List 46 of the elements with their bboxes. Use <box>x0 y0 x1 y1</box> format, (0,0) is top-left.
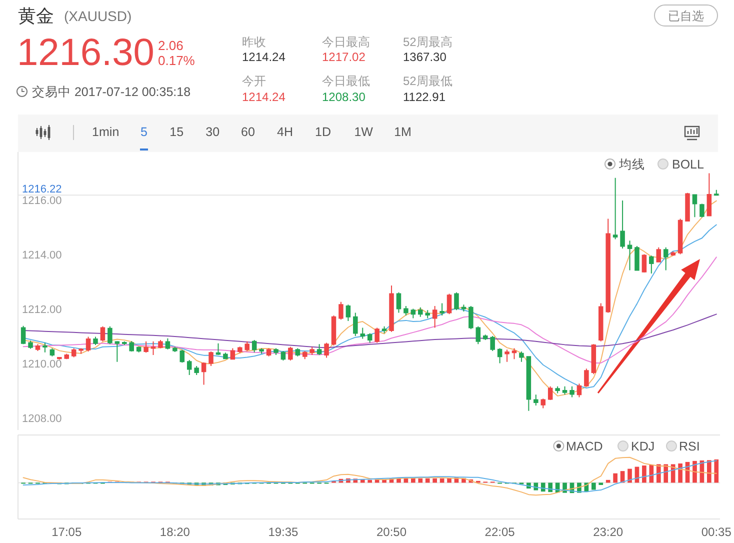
x-tick-label: 17:05 <box>52 525 82 539</box>
text: 15 <box>170 125 184 139</box>
text: 2.06 <box>158 38 184 53</box>
text: 0.17% <box>158 53 196 68</box>
annotation: BOLL <box>672 158 704 172</box>
x-tick-label: 22:05 <box>484 525 516 539</box>
text: 4H <box>277 125 293 139</box>
text: 1min <box>92 125 120 139</box>
text: 已自选 <box>668 9 704 23</box>
text: (XAUUSD) <box>64 8 132 24</box>
text: 1W <box>354 125 374 139</box>
text: 1D <box>315 125 331 139</box>
text: 1216.30 <box>17 32 154 74</box>
annotation: 均线 <box>618 158 645 172</box>
text: 今日最高 <box>322 35 370 49</box>
y-tick-label: 1216.00 <box>22 195 62 208</box>
x-tick-label: 19:35 <box>268 525 299 539</box>
text: 52周最高 <box>403 35 452 49</box>
text: 1214.24 <box>242 90 286 104</box>
y-tick-label: 1214.00 <box>22 250 62 262</box>
y-tick-label: 1208.00 <box>22 413 62 426</box>
text: RSI <box>679 440 700 454</box>
text: KDJ <box>631 440 655 454</box>
text: 60 <box>241 125 255 139</box>
text: 1M <box>394 125 412 139</box>
text: 昨收 <box>242 35 266 49</box>
y-tick-label: 1210.00 <box>22 358 62 371</box>
x-tick-label: 23:20 <box>593 525 624 539</box>
text: 1214.24 <box>242 50 286 64</box>
text: 1367.30 <box>403 50 447 64</box>
text: 5 <box>140 125 148 139</box>
ref-line-label: 1216.22 <box>22 184 62 196</box>
text: 今日最低 <box>322 74 370 88</box>
text: 52周最低 <box>403 74 452 88</box>
text: 1217.02 <box>322 50 366 64</box>
x-tick-label: 20:50 <box>376 525 407 539</box>
x-tick-label: 00:35 <box>701 525 732 539</box>
text: 1122.91 <box>403 90 446 104</box>
text: 1208.30 <box>322 90 366 104</box>
text: 交易中 2017-07-12 00:35:18 <box>32 84 191 99</box>
x-tick-label: 18:20 <box>160 525 190 539</box>
text: 30 <box>206 125 220 139</box>
text: 今开 <box>242 74 266 88</box>
text: 黄金 <box>18 6 54 26</box>
y-tick-label: 1212.00 <box>22 304 62 316</box>
text: MACD <box>566 440 603 454</box>
